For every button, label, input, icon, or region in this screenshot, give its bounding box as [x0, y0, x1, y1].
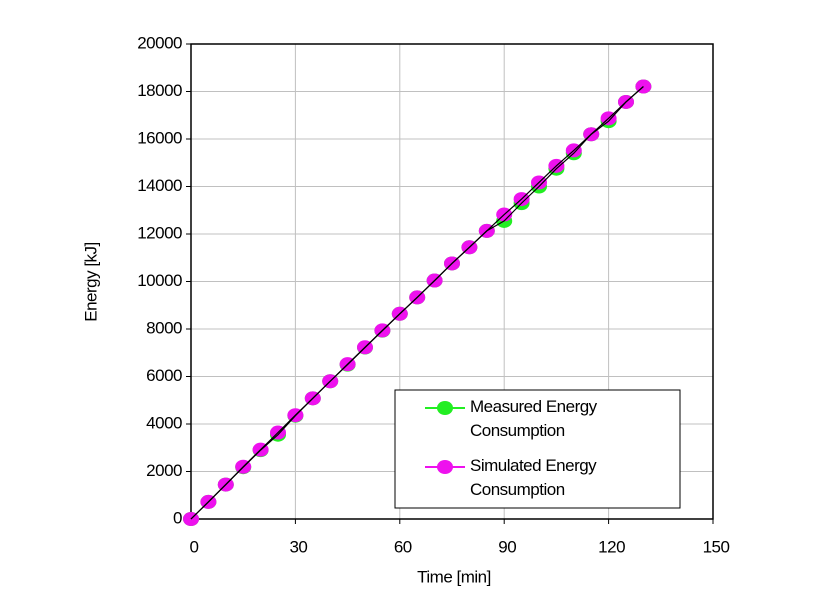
legend-marker	[437, 401, 453, 415]
series-line	[190, 86, 644, 520]
y-tick-label: 4000	[146, 413, 182, 432]
y-tick-label: 12000	[137, 223, 182, 242]
x-tick-label: 30	[289, 537, 307, 556]
y-tick-label: 8000	[146, 318, 182, 337]
x-axis-label: Time [min]	[417, 567, 491, 586]
y-axis-label: Energy [kJ]	[81, 242, 100, 322]
y-tick-label: 14000	[137, 176, 182, 195]
y-tick-label: 6000	[146, 366, 182, 385]
x-tick-label: 150	[703, 537, 730, 556]
legend-marker	[437, 460, 453, 474]
y-tick-label: 18000	[137, 81, 182, 100]
legend-label: Measured Energy Consumption	[470, 397, 598, 440]
x-tick-label: 60	[394, 537, 412, 556]
y-tick-label: 10000	[137, 271, 182, 290]
x-tick-label: 0	[190, 537, 199, 556]
x-tick-label: 120	[598, 537, 625, 556]
y-tick-label: 2000	[146, 461, 182, 480]
plot-frame	[190, 43, 714, 520]
y-tick-label: 20000	[137, 33, 182, 52]
x-tick-label: 90	[498, 537, 516, 556]
y-tick-label: 0	[173, 508, 182, 527]
y-tick-label: 16000	[137, 128, 182, 147]
legend-label: Simulated Energy Consumption	[470, 456, 597, 499]
